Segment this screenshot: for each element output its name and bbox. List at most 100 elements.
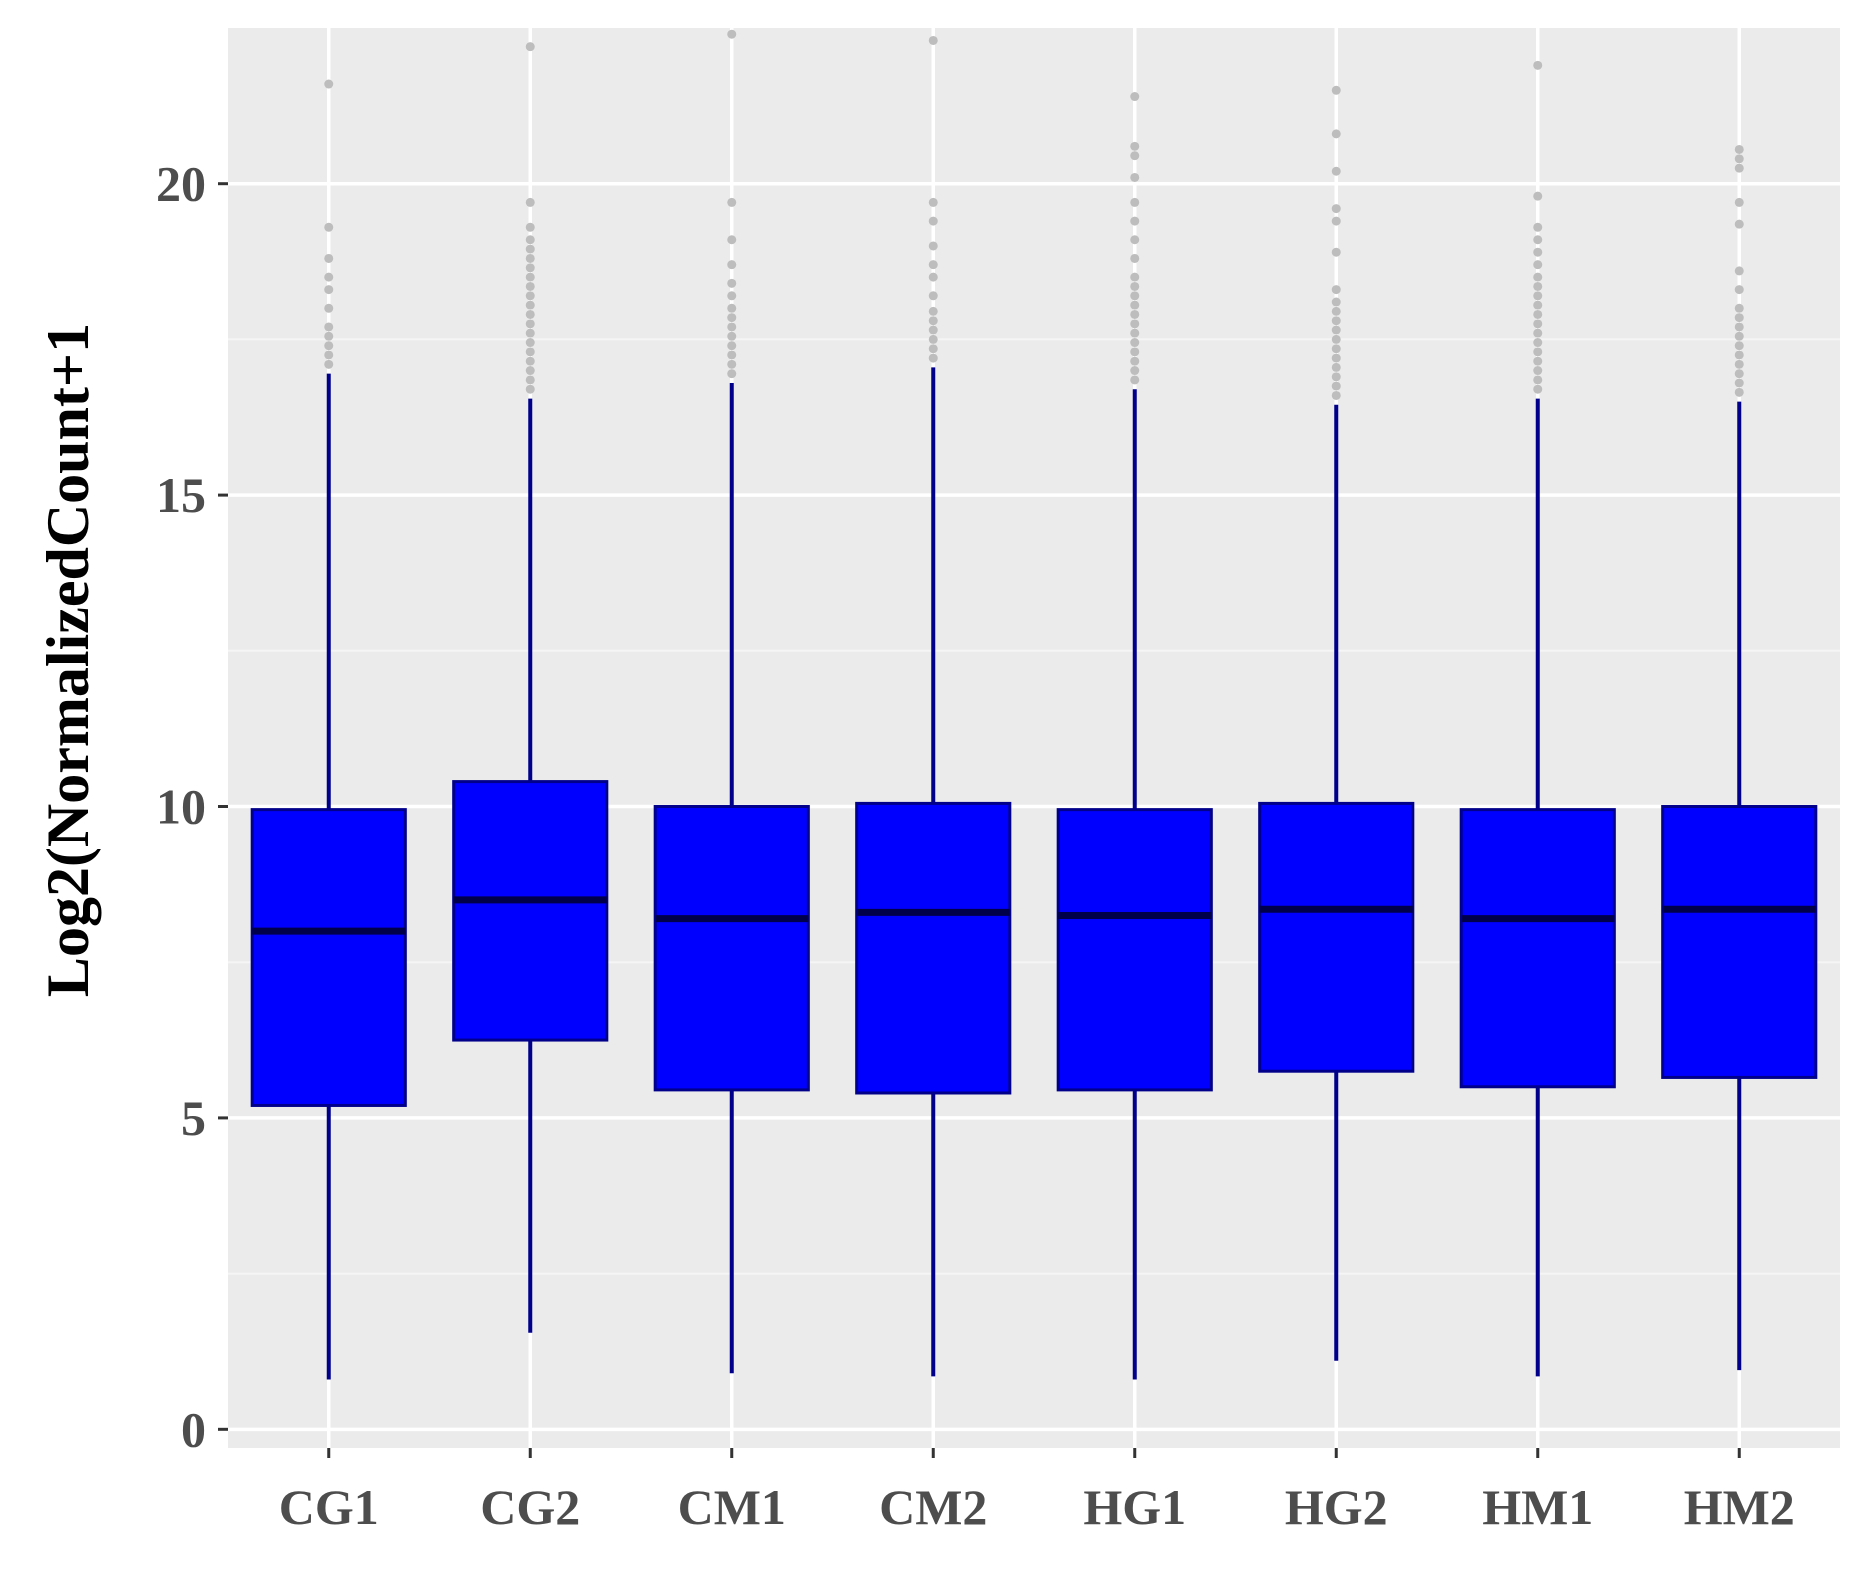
outlier-point: [324, 303, 334, 313]
x-tick-label: CG2: [480, 1479, 580, 1535]
outlier-point: [525, 366, 535, 376]
box-cg2: [452, 42, 609, 1333]
outlier-point: [1533, 366, 1543, 376]
outlier-point: [1130, 216, 1140, 226]
outlier-point: [727, 291, 737, 301]
outlier-point: [928, 325, 938, 335]
outlier-point: [1130, 141, 1140, 151]
outlier-point: [1130, 319, 1140, 329]
outlier-point: [1734, 341, 1744, 351]
outlier-point: [1734, 350, 1744, 360]
outlier-point: [525, 328, 535, 338]
outlier-point: [525, 263, 535, 273]
y-axis-title: Log2(NormalizedCount+1: [35, 323, 101, 997]
outlier-point: [1533, 319, 1543, 329]
outlier-point: [525, 384, 535, 394]
outlier-point: [1130, 338, 1140, 348]
outlier-point: [1734, 154, 1744, 164]
outlier-point: [1533, 235, 1543, 245]
outlier-point: [1533, 375, 1543, 385]
outlier-point: [1130, 366, 1140, 376]
outlier-point: [727, 359, 737, 369]
outlier-point: [727, 331, 737, 341]
outlier-point: [1533, 356, 1543, 366]
outlier-point: [525, 291, 535, 301]
outlier-point: [1533, 247, 1543, 257]
box-cm2: [855, 35, 1012, 1377]
outlier-point: [1533, 60, 1543, 70]
box-body: [855, 801, 1012, 1095]
box-hg2: [1258, 85, 1415, 1361]
outlier-point: [1734, 144, 1744, 154]
y-tick-label: 15: [156, 467, 206, 523]
outlier-point: [928, 334, 938, 344]
outlier-point: [1130, 291, 1140, 301]
outlier-point: [1130, 281, 1140, 291]
box-hg1: [1056, 92, 1213, 1380]
outlier-point: [727, 303, 737, 313]
outlier-point: [525, 222, 535, 232]
outlier-point: [324, 285, 334, 295]
outlier-point: [727, 235, 737, 245]
outlier-point: [1130, 197, 1140, 207]
outlier-point: [727, 29, 737, 39]
outlier-point: [1331, 381, 1341, 391]
outlier-point: [1533, 272, 1543, 282]
outlier-point: [1331, 85, 1341, 95]
outlier-point: [727, 350, 737, 360]
outlier-point: [1533, 291, 1543, 301]
outlier-point: [1130, 347, 1140, 357]
outlier-point: [1533, 281, 1543, 291]
outlier-point: [928, 216, 938, 226]
outlier-point: [324, 341, 334, 351]
x-tick-label: CM1: [678, 1479, 786, 1535]
outlier-point: [1130, 253, 1140, 263]
outlier-point: [1331, 325, 1341, 335]
outlier-point: [525, 281, 535, 291]
outlier-point: [1331, 334, 1341, 344]
outlier-point: [525, 197, 535, 207]
outlier-point: [324, 79, 334, 89]
outlier-point: [1734, 197, 1744, 207]
outlier-point: [525, 272, 535, 282]
outlier-point: [1331, 362, 1341, 372]
x-tick-label: HM1: [1482, 1479, 1593, 1535]
outlier-point: [324, 253, 334, 263]
outlier-point: [1331, 216, 1341, 226]
outlier-point: [727, 313, 737, 323]
outlier-point: [1734, 163, 1744, 173]
outlier-point: [1734, 303, 1744, 313]
box-body: [1459, 808, 1616, 1089]
outlier-point: [324, 359, 334, 369]
outlier-point: [1130, 375, 1140, 385]
outlier-point: [1734, 387, 1744, 397]
box-cm1: [653, 29, 810, 1374]
outlier-point: [727, 260, 737, 270]
outlier-point: [525, 253, 535, 263]
x-tick-label: HM2: [1684, 1479, 1795, 1535]
outlier-point: [1734, 322, 1744, 332]
outlier-point: [525, 300, 535, 310]
outlier-point: [525, 309, 535, 319]
outlier-point: [525, 375, 535, 385]
y-tick-label: 10: [156, 779, 206, 835]
outlier-point: [525, 42, 535, 52]
outlier-point: [928, 197, 938, 207]
outlier-point: [1130, 356, 1140, 366]
outlier-point: [727, 322, 737, 332]
outlier-point: [525, 356, 535, 366]
outlier-point: [1130, 328, 1140, 338]
outlier-point: [1331, 129, 1341, 139]
outlier-point: [928, 241, 938, 251]
outlier-point: [1130, 272, 1140, 282]
box-body: [653, 805, 810, 1092]
outlier-point: [928, 260, 938, 270]
outlier-point: [324, 331, 334, 341]
x-axis: CG1 CG2 CM1 CM2 HG1 HG2 HM1 HM2: [279, 1448, 1795, 1535]
box-hm1: [1459, 60, 1616, 1377]
box-body: [1661, 805, 1818, 1079]
plot-panel: [228, 28, 1840, 1448]
x-tick-label: CM2: [879, 1479, 987, 1535]
y-tick-label: 20: [156, 156, 206, 212]
